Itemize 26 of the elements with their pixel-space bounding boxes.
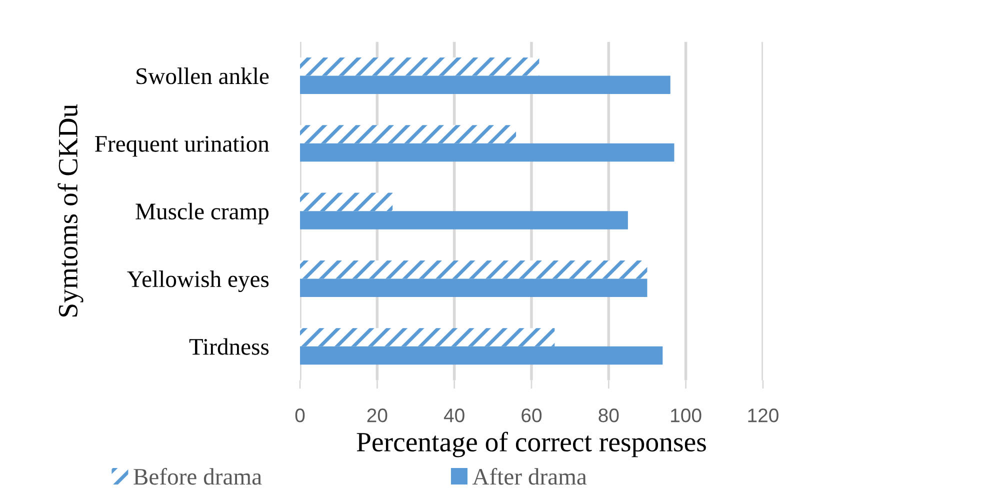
bar	[300, 192, 393, 212]
bar	[300, 346, 663, 365]
x-tick-label: 100	[671, 408, 702, 422]
y-tick-label: Tirdness	[189, 338, 269, 355]
bar	[300, 57, 540, 76]
bar	[300, 211, 628, 230]
bar	[300, 278, 648, 298]
x-tick-label: 60	[522, 408, 542, 422]
bar	[300, 260, 648, 279]
x-axis-title: Percentage of correct responses	[356, 432, 706, 458]
bar	[300, 328, 555, 346]
bar	[300, 143, 674, 162]
x-tick-label: 20	[367, 408, 388, 422]
y-tick-label: Yellowish eyes	[127, 270, 269, 292]
x-tick-label: 0	[295, 408, 305, 422]
y-tick-label: Frequent urination	[95, 136, 270, 157]
legend-label: Before drama	[134, 468, 262, 485]
x-tick-label: 40	[444, 408, 464, 422]
x-tick-label: 120	[748, 408, 778, 422]
x-tick-label: 80	[598, 408, 619, 422]
legend-label: After drama	[472, 468, 587, 485]
y-axis-title: Symtoms of CKDu	[58, 104, 84, 316]
bar	[300, 76, 670, 94]
y-tick-label: Swollen ankle	[136, 68, 269, 84]
bar	[300, 125, 516, 144]
y-tick-label: Muscle cramp	[136, 202, 269, 224]
